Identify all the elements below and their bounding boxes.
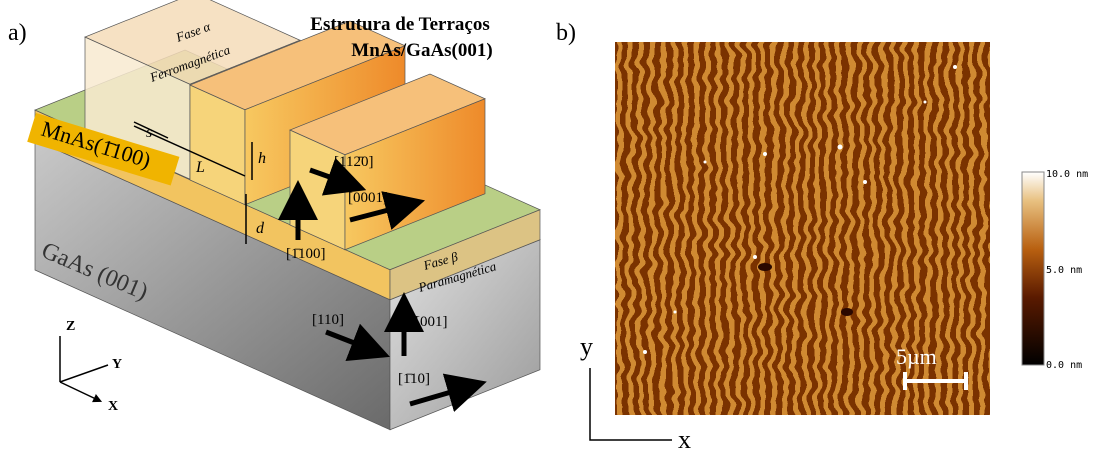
direction: [1̄100]: [286, 246, 325, 262]
axis-label: X: [108, 399, 118, 414]
dimension: L: [195, 159, 205, 176]
direction: [1̄10]: [398, 371, 430, 387]
axes-triad: [60, 336, 108, 400]
terrace-drawing: [35, 0, 540, 430]
panel-label: a): [8, 20, 27, 46]
colorbar-label: 10.0 nm: [1046, 169, 1088, 180]
figure: a) Estrutura de Terraços MnAs/GaAs(001) …: [0, 0, 1105, 454]
dimension: h: [258, 150, 266, 167]
colorbar: [1022, 172, 1044, 365]
title: Estrutura de Terraços: [310, 14, 489, 35]
panel-label: b): [556, 20, 576, 46]
direction: [001]: [415, 314, 448, 330]
colorbar-label: 0.0 nm: [1046, 360, 1082, 371]
colorbar-label: 5.0 nm: [1046, 265, 1082, 276]
axis-label: Z: [66, 319, 75, 334]
axis-label: Y: [112, 357, 122, 372]
scale-label: 5µm: [896, 344, 937, 369]
title: MnAs/GaAs(001): [351, 40, 492, 61]
dimension: d: [256, 220, 265, 237]
direction: [112̄0]: [334, 154, 373, 170]
afm-image: [595, 22, 1010, 435]
axis-label: y: [580, 332, 593, 361]
axis-label: x: [678, 425, 691, 454]
direction: [0001]: [348, 190, 388, 206]
direction: [110]: [312, 312, 344, 328]
